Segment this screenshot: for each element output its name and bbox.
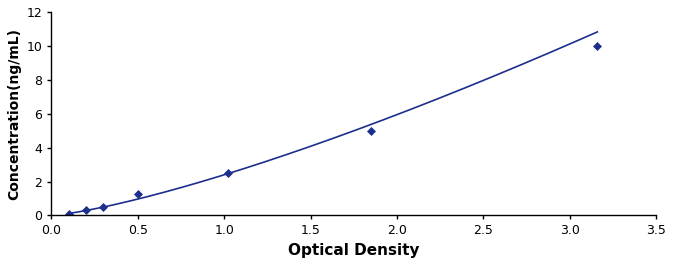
- Y-axis label: Concentration(ng/mL): Concentration(ng/mL): [7, 28, 21, 200]
- X-axis label: Optical Density: Optical Density: [288, 243, 419, 258]
